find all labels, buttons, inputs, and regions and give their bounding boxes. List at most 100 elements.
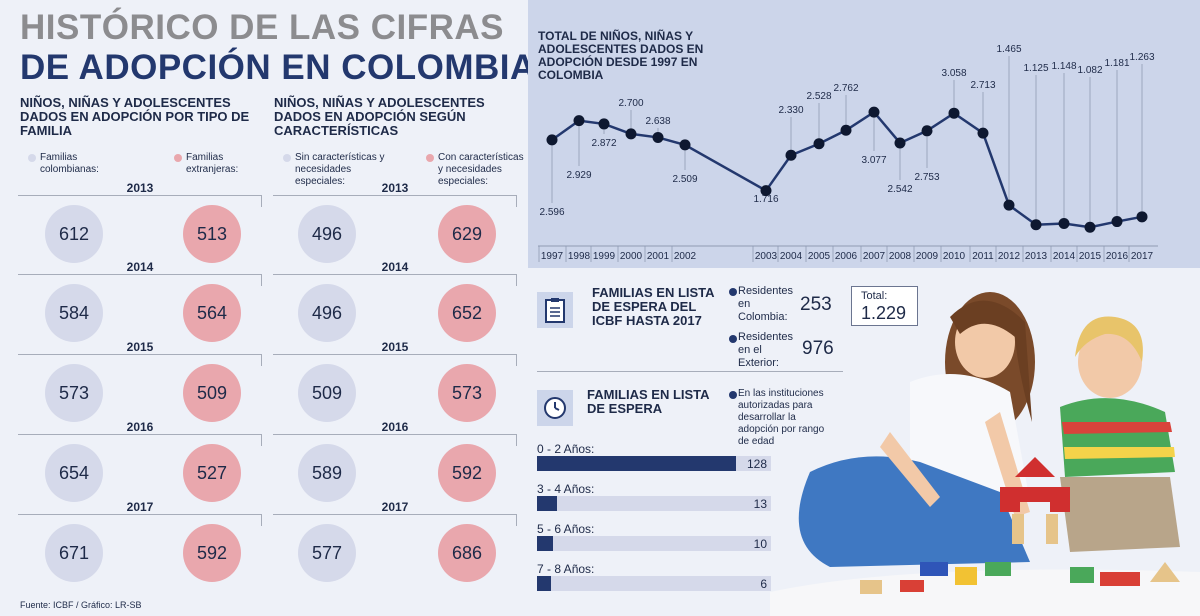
- without-special-needs-value: 509: [298, 364, 356, 422]
- divider-tick: [516, 434, 517, 446]
- legend-dot-blue: [283, 154, 291, 162]
- divider-tick: [261, 274, 262, 286]
- data-label: 2.638: [645, 116, 670, 127]
- data-label: 2.713: [970, 80, 995, 91]
- note-dot: [729, 391, 737, 399]
- year-label: 2013: [126, 181, 154, 195]
- age-bar-track: [537, 456, 771, 471]
- foreign-families-value: 527: [183, 444, 241, 502]
- age-bar-fill: [537, 536, 553, 551]
- family-section-heading: NIÑOS, NIÑAS Y ADOLESCENTES DADOS EN ADO…: [20, 95, 250, 138]
- total-value: 1.229: [861, 303, 907, 323]
- family-year-block-2013: 2013 612 513: [18, 181, 262, 263]
- x-tick-label: 2002: [674, 251, 697, 262]
- data-label: 1.148: [1051, 61, 1076, 72]
- x-tick-label: 2006: [835, 251, 858, 262]
- with-special-needs-value: 629: [438, 205, 496, 263]
- legend-colombian-families: Familias colombianas:: [28, 152, 118, 176]
- age-bar-track: [537, 576, 771, 591]
- year-label: 2014: [126, 260, 154, 274]
- characteristics-year-block-2017: 2017 577 686: [273, 500, 517, 582]
- legend-with-special-needs: Con características y necesidades especi…: [426, 152, 526, 188]
- x-tick-label: 2009: [916, 251, 939, 262]
- data-label: 2.509: [672, 174, 697, 185]
- data-point: [1030, 219, 1042, 231]
- x-tick-label: 2015: [1079, 251, 1102, 262]
- foreign-families-value: 513: [183, 205, 241, 263]
- colombian-families-value: 671: [45, 524, 103, 582]
- x-tick-label: 1999: [593, 251, 616, 262]
- age-bar-fill: [537, 496, 557, 511]
- residents-colombia-value: 253: [800, 294, 832, 315]
- year-label: 2014: [381, 260, 409, 274]
- data-label: 2.929: [566, 170, 591, 181]
- x-tick-label: 2010: [943, 251, 966, 262]
- age-waitlist-note: En las instituciones autorizadas para de…: [738, 388, 825, 447]
- x-tick-label: 2011: [972, 251, 994, 262]
- data-label: 2.762: [833, 83, 858, 94]
- data-label: 1.082: [1077, 65, 1102, 76]
- data-point: [625, 128, 637, 140]
- year-label: 2015: [126, 340, 154, 354]
- without-special-needs-value: 496: [298, 284, 356, 342]
- source-credit: Fuente: ICBF / Gráfico: LR-SB: [20, 600, 142, 610]
- x-tick-label: 2016: [1106, 251, 1129, 262]
- divider: [273, 514, 517, 515]
- data-label: 2.528: [806, 91, 831, 102]
- x-tick-label: 2013: [1025, 251, 1048, 262]
- data-point: [840, 124, 852, 136]
- data-point: [1084, 221, 1096, 233]
- legend-without-special-needs: Sin características y necesidades especi…: [283, 152, 393, 188]
- age-waitlist-heading: FAMILIAS EN LISTA DE ESPERA: [587, 387, 710, 416]
- x-tick-label: 2012: [998, 251, 1021, 262]
- chart-title: TOTAL DE NIÑOS, NIÑAS Y ADOLESCENTES DAD…: [538, 29, 704, 82]
- x-tick-label: 2008: [889, 251, 912, 262]
- without-special-needs-value: 496: [298, 205, 356, 263]
- foreign-families-value: 564: [183, 284, 241, 342]
- age-bar-track: [537, 536, 771, 551]
- year-label: 2016: [381, 420, 409, 434]
- total-box: Total: 1.229: [851, 286, 918, 326]
- data-point: [977, 127, 989, 139]
- clock-icon: [537, 390, 573, 426]
- with-special-needs-value: 573: [438, 364, 496, 422]
- data-point: [1003, 199, 1015, 211]
- legend-foreign-families: Familias extranjeras:: [174, 152, 254, 176]
- age-bar-value: 6: [760, 577, 767, 591]
- data-label: 2.753: [914, 172, 939, 183]
- data-point: [652, 131, 664, 143]
- divider: [273, 434, 517, 435]
- data-label: 1.465: [996, 44, 1021, 55]
- year-label: 2013: [381, 181, 409, 195]
- year-label: 2017: [126, 500, 154, 514]
- data-label: 1.181: [1104, 58, 1129, 69]
- divider: [273, 274, 517, 275]
- main-title-line2: DE ADOPCIÓN EN COLOMBIA: [20, 48, 536, 87]
- residents-exterior-label: Residentes en el Exterior:: [738, 331, 794, 369]
- x-tick-label: 1997: [541, 251, 564, 262]
- divider-tick: [261, 434, 262, 446]
- legend-dot-pink: [174, 154, 182, 162]
- year-label: 2016: [126, 420, 154, 434]
- age-bar-value: 128: [746, 457, 767, 471]
- age-bar-value: 13: [753, 497, 767, 511]
- x-tick-label: 2004: [780, 251, 803, 262]
- divider-tick: [261, 195, 262, 207]
- section-divider: [537, 371, 843, 372]
- data-point: [868, 106, 880, 118]
- family-year-block-2015: 2015 573 509: [18, 340, 262, 422]
- age-bar-track: [537, 496, 771, 511]
- divider: [18, 354, 262, 355]
- residents-colombia-dot: [729, 288, 737, 296]
- characteristics-year-block-2015: 2015 509 573: [273, 340, 517, 422]
- residents-colombia-label: Residentes en Colombia:: [738, 285, 794, 323]
- data-label: 1.125: [1023, 63, 1048, 74]
- divider: [18, 195, 262, 196]
- data-point: [1111, 216, 1123, 228]
- age-bar-label: 5 - 6 Años:: [537, 522, 595, 536]
- data-point: [573, 115, 585, 127]
- divider: [273, 195, 517, 196]
- data-label: 2.330: [778, 105, 803, 116]
- divider-tick: [516, 195, 517, 207]
